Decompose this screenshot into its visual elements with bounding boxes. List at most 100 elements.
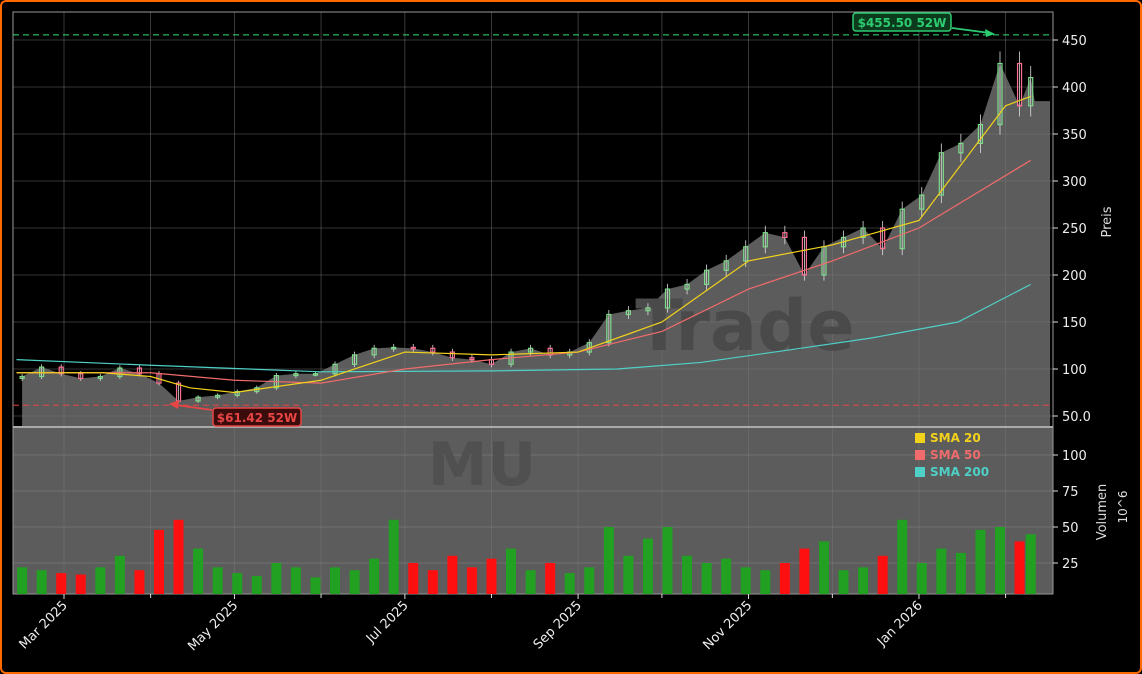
high-52w-arrowhead <box>985 29 995 37</box>
candle-body <box>195 396 201 402</box>
volume-bar <box>447 555 458 594</box>
volume-bar <box>662 527 673 594</box>
x-tick-label: Jan 2026 <box>874 598 926 650</box>
price-tick-label: 400 <box>1062 81 1087 96</box>
candle-body <box>743 246 749 262</box>
candle-body <box>449 351 455 359</box>
candle-body <box>762 232 768 248</box>
candle-body <box>97 375 103 379</box>
volume-bar <box>994 527 1005 594</box>
volume-tick-label: 25 <box>1062 557 1079 572</box>
volume-bar <box>173 519 184 594</box>
candle-body <box>958 142 964 154</box>
legend-label: SMA 20 <box>930 431 981 445</box>
legend-label: SMA 50 <box>930 448 981 462</box>
volume-bar <box>134 570 145 594</box>
candle-body <box>312 373 319 376</box>
candle-body <box>293 373 299 377</box>
volume-bar <box>330 567 341 594</box>
low-52w-arrow <box>175 404 213 411</box>
low-52w-label-box <box>212 407 302 427</box>
candle-body <box>215 394 221 398</box>
candle-body <box>1028 76 1034 107</box>
legend-swatch <box>915 433 925 443</box>
x-tick-label: Jul 2025 <box>363 598 412 647</box>
volume-bar <box>1014 541 1025 594</box>
volume-bar <box>779 563 790 594</box>
legend: SMA 20 SMA 50 SMA 200 <box>915 431 989 479</box>
volume-bar <box>427 570 438 594</box>
candle-body <box>136 367 143 375</box>
volume-bar <box>56 573 67 594</box>
candle-body <box>430 347 436 353</box>
volume-bar <box>799 548 810 594</box>
legend-swatch <box>915 450 925 460</box>
candle-body <box>919 194 925 210</box>
sma20-line <box>16 95 1031 394</box>
sma200-line <box>16 283 1031 373</box>
candle-body <box>664 288 671 309</box>
candle-body <box>78 373 84 380</box>
volume-bar <box>369 558 380 594</box>
sma50-line <box>16 159 1032 384</box>
price-tick-label: 450 <box>1062 34 1087 49</box>
volume-bar <box>466 567 477 594</box>
volume-bar <box>114 555 125 594</box>
volume-bar <box>232 573 243 594</box>
candle-body <box>351 354 358 365</box>
volume-bar <box>36 570 47 594</box>
legend-label: SMA 200 <box>930 465 989 479</box>
price-tick-label: 300 <box>1062 175 1087 190</box>
volume-bar <box>486 558 497 594</box>
volume-bar <box>408 563 419 594</box>
candle-body <box>391 346 397 350</box>
price-area <box>22 63 1051 427</box>
candle-body <box>58 366 64 375</box>
volume-bar <box>721 558 732 594</box>
volume-bar <box>153 529 164 594</box>
candle-body <box>880 227 886 250</box>
price-tick-label: 200 <box>1062 269 1087 284</box>
candle-body <box>39 366 45 378</box>
volume-bar <box>740 567 751 594</box>
low-52w-arrowhead <box>169 400 179 409</box>
candle-body <box>977 123 984 144</box>
volume-bar <box>1025 534 1036 594</box>
volume-bar <box>897 519 908 594</box>
volume-bar <box>506 548 517 594</box>
volume-unit-label: 10^6 <box>1116 491 1130 524</box>
volume-bar <box>564 573 575 594</box>
candle-body <box>860 227 866 238</box>
volume-bar <box>290 567 301 594</box>
price-tick-label: 100 <box>1062 363 1087 378</box>
volume-bar <box>682 555 693 594</box>
volume-bar <box>858 567 869 594</box>
volume-bar <box>349 570 360 594</box>
legend-swatch <box>915 467 925 477</box>
watermark-ticker: MU <box>428 430 536 500</box>
price-tick-label: 150 <box>1062 316 1087 331</box>
volume-bar <box>877 555 888 594</box>
volume-bar <box>603 527 614 594</box>
volume-bar <box>251 575 262 594</box>
candle-body <box>704 269 710 285</box>
volume-bar <box>310 577 321 594</box>
candle-body <box>938 152 944 196</box>
volume-bar <box>975 529 986 594</box>
volume-bar <box>623 555 634 594</box>
volume-bar <box>193 548 204 594</box>
volume-bar <box>95 567 106 594</box>
candle-body <box>782 232 788 238</box>
candle-body <box>684 283 690 290</box>
high-52w-label: $455.50 52W <box>858 16 947 30</box>
candle-body <box>625 310 631 316</box>
volume-bar <box>212 567 223 594</box>
x-tick-label: May 2025 <box>185 598 241 654</box>
volume-bar <box>701 563 712 594</box>
volume-bar <box>525 570 536 594</box>
volume-bar <box>642 538 653 594</box>
candle-body <box>410 346 416 350</box>
candle-body <box>801 236 808 276</box>
price-tick-label: 250 <box>1062 222 1087 237</box>
